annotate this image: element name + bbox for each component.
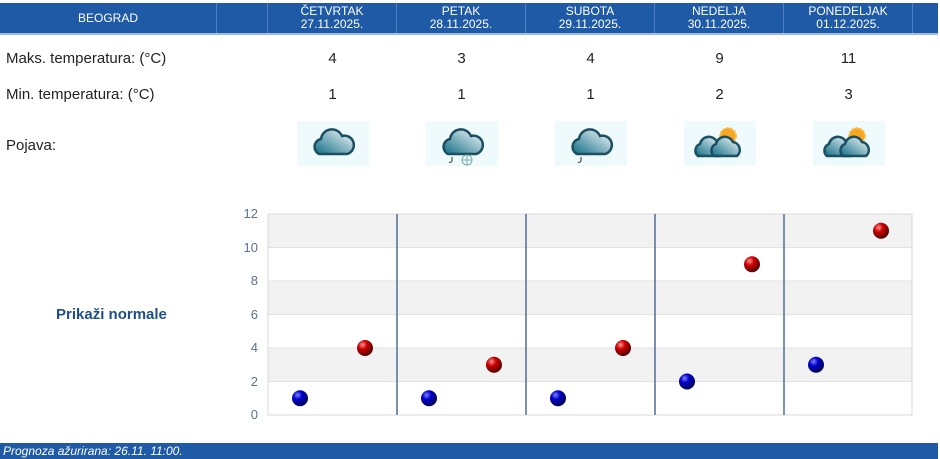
- max-temp-value: 4: [328, 50, 337, 67]
- grid-band: [268, 281, 912, 315]
- min-temp-value: 1: [328, 86, 337, 103]
- day-header: ČETVRTAK 27.11.2025.: [268, 3, 397, 33]
- day-name: PETAK: [441, 4, 481, 18]
- max-temp-point[interactable]: [486, 356, 502, 373]
- min-temp-point[interactable]: [679, 373, 695, 390]
- grid-band: [268, 381, 912, 415]
- grid-band: [268, 214, 912, 248]
- max-temp-value: 4: [586, 50, 595, 67]
- y-tick-label: 4: [250, 340, 258, 355]
- day-date: 28.11.2025.: [429, 17, 493, 31]
- min-temp-value: 2: [715, 86, 724, 103]
- min-temp-point[interactable]: [292, 390, 308, 407]
- y-tick-label: 6: [250, 306, 258, 322]
- grid-band: [268, 247, 912, 281]
- min-temp-value: 3: [844, 86, 853, 103]
- day-date: 27.11.2025.: [300, 17, 364, 31]
- y-tick-label: 8: [250, 273, 258, 288]
- grid-band: [268, 314, 912, 348]
- plot-frame: [267, 213, 913, 416]
- day-date: 29.11.2025.: [558, 17, 622, 31]
- min-temp-value: 1: [457, 86, 466, 103]
- min-temp-point[interactable]: [550, 390, 566, 407]
- day-name: NEDELJA: [691, 4, 747, 18]
- show-normals-link[interactable]: Prikaži normale: [56, 306, 167, 323]
- header-spacer: [217, 3, 268, 33]
- max-temp-value: 11: [840, 50, 857, 67]
- cloudy-light-rain-icon: [555, 121, 627, 166]
- partly-cloudy-icon: [813, 121, 885, 166]
- day-name: ČETVRTAK: [300, 4, 364, 18]
- max-temp-point[interactable]: [873, 222, 889, 239]
- max-temp-point[interactable]: [357, 340, 373, 356]
- phenomenon-label: Pojava:: [6, 137, 57, 154]
- y-tick-label: 10: [243, 239, 258, 255]
- day-date: 01.12.2025.: [816, 17, 880, 31]
- partly-cloudy-icon: [684, 121, 756, 166]
- min-temp-point[interactable]: [421, 390, 437, 407]
- day-header: NEDELJA 30.11.2025.: [655, 3, 784, 33]
- update-footer: Prognoza ažurirana: 26.11. 11:00.: [0, 443, 938, 459]
- min-temp-label: Min. temperatura: (°C): [6, 86, 155, 103]
- max-temp-value: 3: [457, 50, 466, 67]
- city-name: BEOGRAD: [0, 3, 217, 33]
- day-name: PONEDELJAK: [808, 4, 888, 18]
- day-header: PETAK 28.11.2025.: [397, 3, 526, 33]
- day-date: 30.11.2025.: [687, 17, 751, 31]
- min-temp-point[interactable]: [808, 356, 824, 373]
- forecast-header: BEOGRAD ČETVRTAK 27.11.2025. PETAK 28.11.20…: [0, 3, 938, 35]
- day-header: PONEDELJAK 01.12.2025.: [784, 3, 913, 33]
- cloudy-rain-snow-icon: [426, 121, 498, 166]
- grid-band: [268, 348, 912, 382]
- min-temp-value: 1: [586, 86, 595, 103]
- y-tick-label: 2: [250, 373, 258, 389]
- cloudy-icon: [297, 121, 369, 166]
- max-temp-label: Maks. temperatura: (°C): [6, 50, 167, 67]
- y-tick-label: 12: [243, 206, 258, 221]
- day-name: SUBOTA: [565, 4, 615, 18]
- max-temp-point[interactable]: [615, 340, 631, 356]
- y-tick-label: 0: [250, 407, 258, 422]
- max-temp-value: 9: [715, 50, 724, 67]
- max-temp-point[interactable]: [744, 256, 760, 273]
- day-header: SUBOTA 29.11.2025.: [526, 3, 655, 33]
